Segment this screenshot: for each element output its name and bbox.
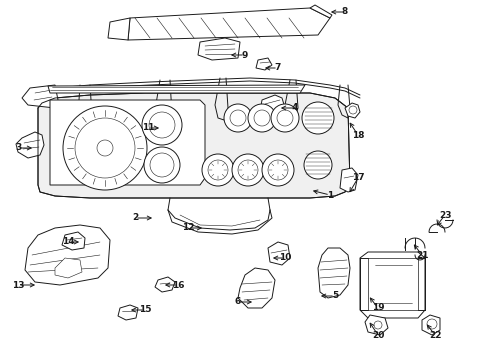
Polygon shape [368,258,418,310]
Circle shape [271,104,299,132]
Polygon shape [310,5,332,18]
Polygon shape [156,118,172,132]
Text: 19: 19 [372,303,384,312]
Polygon shape [238,268,275,308]
Polygon shape [365,315,388,335]
Circle shape [302,102,334,134]
Polygon shape [128,8,330,40]
Polygon shape [55,258,82,278]
Text: 13: 13 [12,280,24,289]
Text: 7: 7 [275,63,281,72]
Circle shape [304,151,332,179]
Text: 8: 8 [342,8,348,17]
Text: 23: 23 [439,211,451,220]
Text: 5: 5 [332,292,338,301]
Polygon shape [108,18,130,40]
Text: 22: 22 [429,330,441,339]
Text: 1: 1 [327,190,333,199]
Circle shape [142,105,182,145]
Polygon shape [260,95,285,118]
Circle shape [202,154,234,186]
Circle shape [63,106,147,190]
Text: 21: 21 [416,251,428,260]
Text: 17: 17 [352,174,364,183]
Text: 3: 3 [15,144,21,153]
Text: 15: 15 [139,306,151,315]
Polygon shape [38,93,350,198]
Text: 6: 6 [235,297,241,306]
Circle shape [97,140,113,156]
Polygon shape [268,242,290,265]
Polygon shape [256,58,272,70]
Text: 20: 20 [372,330,384,339]
Circle shape [224,104,252,132]
Text: 2: 2 [132,213,138,222]
Text: 10: 10 [279,253,291,262]
Text: 11: 11 [142,123,154,132]
Polygon shape [340,168,358,192]
Polygon shape [155,277,175,292]
Text: 9: 9 [242,50,248,59]
Polygon shape [345,103,360,118]
Polygon shape [360,252,425,318]
Text: 16: 16 [172,280,184,289]
Polygon shape [198,38,240,60]
Polygon shape [118,305,138,320]
Polygon shape [22,85,58,108]
Text: 4: 4 [292,104,298,112]
Polygon shape [318,248,350,298]
Circle shape [248,104,276,132]
Circle shape [144,147,180,183]
Text: 12: 12 [182,224,194,233]
Polygon shape [422,315,440,335]
Polygon shape [16,132,44,158]
Polygon shape [25,225,110,285]
Polygon shape [48,85,305,93]
Polygon shape [50,100,205,185]
Text: 18: 18 [352,130,364,139]
Circle shape [262,154,294,186]
Circle shape [232,154,264,186]
Text: 14: 14 [62,238,74,247]
Polygon shape [62,232,85,250]
